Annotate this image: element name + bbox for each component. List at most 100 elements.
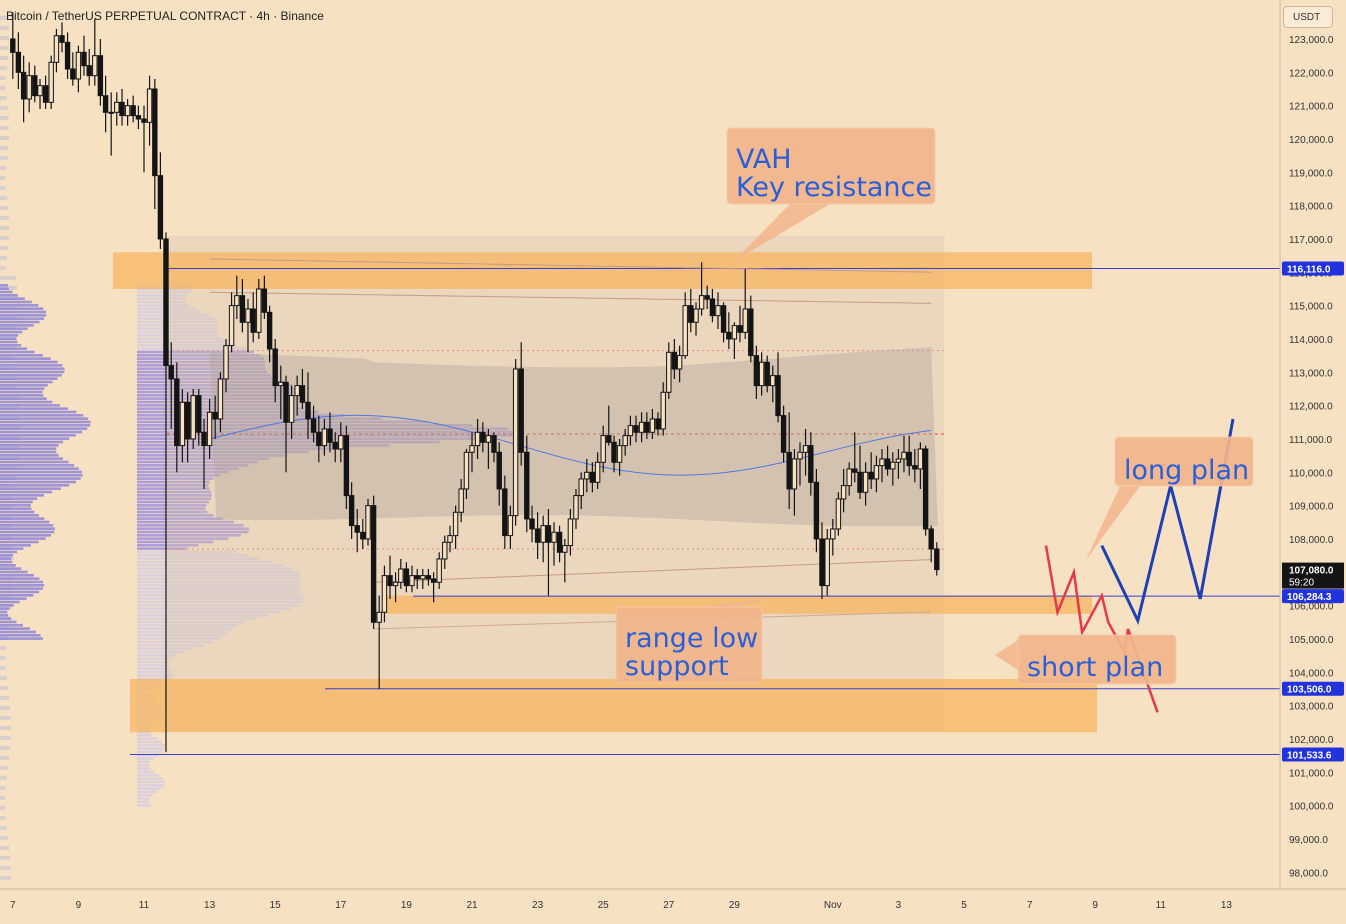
- profile-bg-bar: [0, 215, 9, 220]
- profile-bg-bar: [0, 715, 11, 720]
- candle-body: [676, 355, 683, 370]
- volume-profile-bar: [137, 380, 285, 384]
- candle-body: [545, 525, 552, 543]
- candle-body: [895, 458, 902, 463]
- volume-profile-bar: [137, 320, 218, 324]
- candle-body: [567, 518, 574, 547]
- left-volume-profile-bar: [0, 424, 91, 427]
- candle-body: [485, 435, 492, 443]
- left-volume-profile-bar: [0, 317, 44, 320]
- time-axis[interactable]: 7 9 11 13 15 17 19 21 23 25 27 29 Nov 3 5 7 9 11 13: [0, 888, 1346, 911]
- profile-bg-bar: [0, 235, 9, 240]
- candle-body: [321, 428, 328, 447]
- volume-profile-bar: [137, 674, 173, 677]
- candle-body: [857, 471, 863, 493]
- left-volume-profile-bar: [0, 330, 23, 334]
- candle-body: [589, 471, 596, 483]
- candle-body: [452, 511, 459, 537]
- candle-body: [201, 431, 207, 447]
- left-volume-profile-bar: [0, 577, 40, 580]
- volume-profile-bar: [137, 580, 300, 584]
- candle-body: [70, 68, 76, 80]
- candle-body: [436, 558, 442, 583]
- volume-profile-bar: [137, 600, 304, 604]
- left-volume-profile-bar: [0, 397, 47, 400]
- candle-body: [715, 305, 721, 317]
- volume-profile-bar: [137, 757, 154, 760]
- candle-body: [381, 575, 388, 613]
- profile-bg-bar: [0, 785, 6, 790]
- left-volume-profile-bar: [0, 574, 35, 577]
- volume-profile-bar: [137, 464, 249, 467]
- candle-body: [556, 531, 563, 553]
- profile-bg-bar: [0, 775, 7, 780]
- profile-bg-bar: [0, 805, 6, 810]
- volume-profile-bar: [137, 460, 258, 464]
- candle-body: [348, 495, 355, 527]
- candle-body: [15, 51, 22, 73]
- price-tag-value: 103,506.0: [1287, 685, 1332, 696]
- volume-profile-bar: [137, 564, 284, 567]
- volume-profile-bar: [137, 517, 223, 520]
- left-volume-profile-bar: [0, 590, 40, 594]
- volume-profile-bar: [137, 400, 297, 404]
- candle-body: [726, 331, 732, 340]
- volume-profile-bar: [137, 664, 169, 667]
- left-volume-profile-bar: [0, 284, 8, 287]
- left-volume-profile-bar: [0, 567, 22, 570]
- time-tick-label: 3: [896, 900, 902, 911]
- profile-bg-bar: [0, 875, 11, 880]
- price-tick-label: 119,000.0: [1289, 168, 1333, 179]
- left-volume-profile-bar: [0, 467, 79, 470]
- volume-profile-bar: [137, 404, 298, 407]
- volume-profile-bar: [137, 630, 229, 634]
- volume-profile-bar: [137, 494, 212, 497]
- currency-selector[interactable]: USDT: [1283, 6, 1333, 28]
- candle-body: [294, 385, 300, 397]
- candle-body: [184, 401, 191, 440]
- profile-bg-bar: [0, 165, 7, 170]
- profile-bg-bar: [0, 725, 12, 730]
- volume-profile-bar: [137, 467, 239, 470]
- candle-body: [562, 545, 568, 553]
- candle-body: [283, 381, 289, 423]
- volume-profile-bar: [137, 487, 210, 490]
- volume-profile-bar: [137, 300, 186, 304]
- volume-profile-bar: [137, 590, 302, 594]
- volume-profile-bar: [137, 667, 171, 670]
- time-tick-label: 21: [466, 900, 478, 911]
- candle-body: [376, 611, 382, 623]
- callout-tail: [700, 598, 768, 607]
- candle-body: [518, 368, 524, 453]
- price-tick-label: 103,000.0: [1289, 702, 1334, 713]
- volume-profile-bar: [137, 570, 299, 574]
- left-volume-profile-bar: [0, 547, 24, 550]
- volume-profile-bar: [137, 597, 305, 600]
- price-tick-label: 104,000.0: [1289, 668, 1334, 679]
- profile-bg-bar: [0, 865, 11, 870]
- left-volume-profile-bar: [0, 474, 83, 477]
- volume-profile-bar: [137, 314, 209, 317]
- price-tag-bg: [1282, 681, 1344, 696]
- left-volume-profile-bar: [0, 600, 20, 604]
- left-volume-profile-bar: [0, 454, 59, 457]
- candle-body: [135, 115, 142, 120]
- candle-body: [890, 461, 896, 470]
- left-volume-profile-bar: [0, 390, 43, 394]
- price-tick-label: 100,000.0: [1289, 802, 1334, 813]
- left-volume-profile-bar: [0, 374, 62, 377]
- left-volume-profile-bar: [0, 564, 16, 567]
- candle-body: [327, 428, 333, 443]
- left-volume-profile-bar: [0, 344, 22, 347]
- profile-bg-bar: [0, 265, 6, 270]
- candle-body: [496, 451, 502, 490]
- candle-body: [660, 391, 666, 430]
- left-volume-profile-bar: [0, 627, 30, 630]
- volume-profile-bar: [137, 654, 176, 657]
- candle-body: [649, 418, 656, 433]
- left-volume-profile-bar: [0, 594, 34, 597]
- left-volume-profile-bar: [0, 447, 57, 450]
- price-axis[interactable]: 98,000.0 99,000.0 100,000.0 101,000.0 102,00…: [1279, 0, 1346, 919]
- volume-profile-bar: [137, 610, 281, 614]
